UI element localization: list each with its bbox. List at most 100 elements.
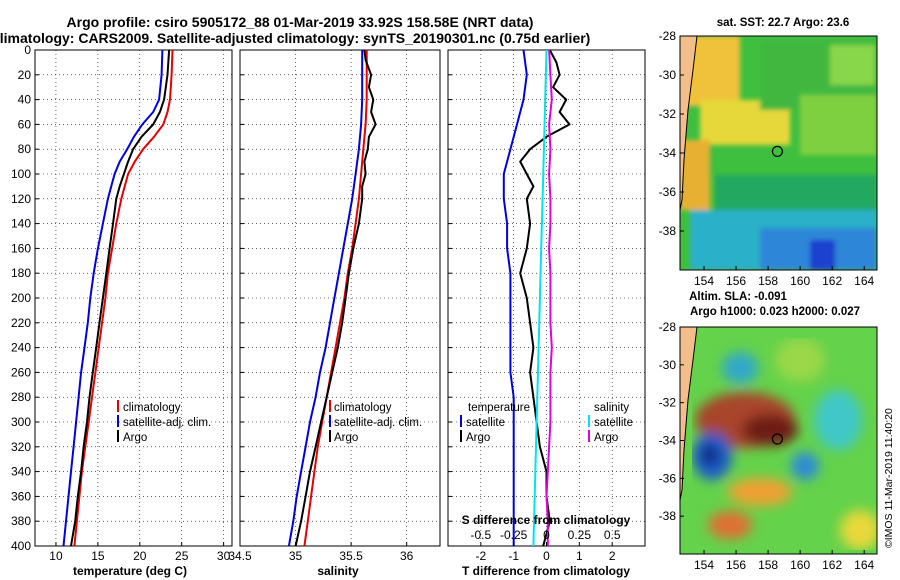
y-tick-label: 400: [11, 539, 31, 553]
sst-map-title: sat. SST: 22.7 Argo: 23.6: [717, 17, 850, 29]
temperature-lines: [62, 49, 174, 547]
x2-tick-label: 0.25: [568, 528, 592, 542]
map-x-tick-label: 160: [790, 558, 810, 572]
x2-tick-label: -0.25: [500, 528, 528, 542]
map-x-tick-label: 158: [758, 274, 778, 288]
map-y-tick-label: -32: [659, 107, 677, 121]
x2-tick-label: 0: [543, 528, 550, 542]
x-tick-label: 1: [576, 549, 583, 563]
y-tick-label: 20: [18, 68, 32, 82]
temperature-axes: [34, 49, 233, 547]
x-tick-label: 2: [609, 549, 616, 563]
x-tick-label: 20: [133, 549, 147, 563]
map-y-tick-label: -36: [659, 185, 677, 199]
y-tick-label: 240: [11, 341, 31, 355]
imos-credit: ©IMOS 11-Mar-2019 11:40:20: [883, 408, 895, 548]
legend-argo: Argo: [123, 432, 147, 444]
legend-s-argo: Argo: [594, 432, 618, 444]
y-tick-label: 180: [11, 266, 31, 280]
legend-t-argo: Argo: [466, 432, 490, 444]
sal-legend-swatch-argo: [329, 430, 331, 442]
map-y-tick-label: -28: [659, 29, 677, 43]
x-tick-label: 36: [400, 549, 414, 563]
x-tick-label: 30: [217, 549, 231, 563]
y-tick-label: 220: [11, 316, 31, 330]
map-x-tick-label: 154: [694, 558, 714, 572]
x-tick-label: 34.5: [228, 549, 252, 563]
salinity-ticks: 34.5 35 35.5 36: [228, 49, 414, 563]
map-y-tick-label: -28: [659, 320, 677, 334]
difference-lines: [502, 49, 571, 547]
map-y-tick-label: -36: [659, 471, 677, 485]
map-x-tick-label: 164: [854, 274, 874, 288]
map-x-tick-label: 164: [854, 558, 874, 572]
map-x-tick-label: 162: [822, 558, 842, 572]
legend-t-argo-swatch: [460, 430, 462, 442]
map-x-tick-label: 154: [694, 274, 714, 288]
difference-grid: [448, 49, 645, 547]
x2-tick-label: -0.5: [470, 528, 491, 542]
legend-swatch-satellite: [117, 415, 119, 427]
series-climatology: [73, 49, 174, 547]
map-y-tick-label: -32: [659, 396, 677, 410]
temperature-grid: [35, 49, 232, 547]
series-satellite-adj-clim-: [62, 49, 164, 547]
legend-swatch-climatology: [117, 400, 119, 412]
x-tick-label: 35.5: [339, 549, 363, 563]
sst-map-ticks: 154 156 158 160 162 164 -28 -30 -32 -34 -36 -38: [659, 29, 875, 288]
legend-salinity-title: salinity: [594, 402, 629, 414]
map-y-tick-label: -30: [659, 68, 677, 82]
sla-map-panel: Altim. SLA: -0.091 Argo h1000: 0.023 h20…: [659, 291, 878, 572]
y-tick-label: 320: [11, 440, 31, 454]
map-x-tick-label: 158: [758, 558, 778, 572]
y-tick-label: 300: [11, 415, 31, 429]
y-tick-label: 120: [11, 192, 31, 206]
x-tick-label: -2: [475, 549, 486, 563]
temperature-xlabel: temperature (deg C): [73, 564, 187, 578]
series-t-satellite: [502, 49, 528, 546]
map-x-tick-label: 156: [726, 274, 746, 288]
map-x-tick-label: 160: [790, 274, 810, 288]
map-y-tick-label: -38: [659, 509, 677, 523]
temperature-panel: 0 20 40 60 80 100 120 140 160 180 200 220 240 260 280 3…: [11, 43, 233, 578]
salinity-lines: [287, 49, 377, 547]
series-s-argo: [545, 49, 553, 546]
map-x-tick-label: 156: [726, 558, 746, 572]
x-tick-label: 15: [91, 549, 105, 563]
sst-map-image: [680, 36, 877, 270]
series-satellite-adj-clim-: [287, 50, 364, 547]
series-t-argo: [519, 49, 571, 547]
x-tick-label: -1: [508, 549, 519, 563]
legend-climatology: climatology: [123, 402, 181, 414]
legend-s-satellite: satellite: [594, 417, 633, 429]
sla-argo-marker: [771, 433, 784, 445]
title-line-1: Argo profile: csiro 5905172_88 01-Mar-20…: [67, 14, 534, 30]
salinity-grid: [239, 49, 440, 547]
x-tick-label: 10: [49, 549, 63, 563]
x-tick-label: 0: [543, 549, 550, 563]
sal-legend-swatch-satellite: [329, 415, 331, 427]
legend-t-satellite: satellite: [466, 417, 505, 429]
y-tick-label: 160: [11, 241, 31, 255]
temperature-ticks: 0 20 40 60 80 100 120 140 160 180 200 220 240 260 280 3…: [11, 43, 231, 563]
x2-tick-label: 0.5: [604, 528, 621, 542]
difference-legend-salinity: salinity satellite Argo: [588, 402, 633, 444]
legend-swatch-argo: [117, 430, 119, 442]
y-tick-label: 140: [11, 217, 31, 231]
y-tick-label: 100: [11, 167, 31, 181]
map-y-tick-label: -30: [659, 358, 677, 372]
temperature-legend: climatology satellite-adj. clim. Argo: [117, 400, 211, 444]
sal-legend-swatch-climatology: [329, 400, 331, 412]
y-tick-label: 40: [18, 93, 32, 107]
y-tick-label: 340: [11, 465, 31, 479]
map-y-tick-label: -38: [659, 224, 677, 238]
series-s-satellite: [532, 49, 548, 547]
difference-xlabel: T difference from climatology: [462, 564, 630, 578]
legend-s-satellite-swatch: [588, 415, 590, 427]
y-tick-label: 360: [11, 489, 31, 503]
sla-map-image: [680, 327, 877, 554]
sla-map-ticks: 154 156 158 160 162 164 -28 -30 -32 -34 -36 -38: [659, 320, 875, 572]
y-tick-label: 380: [11, 514, 31, 528]
